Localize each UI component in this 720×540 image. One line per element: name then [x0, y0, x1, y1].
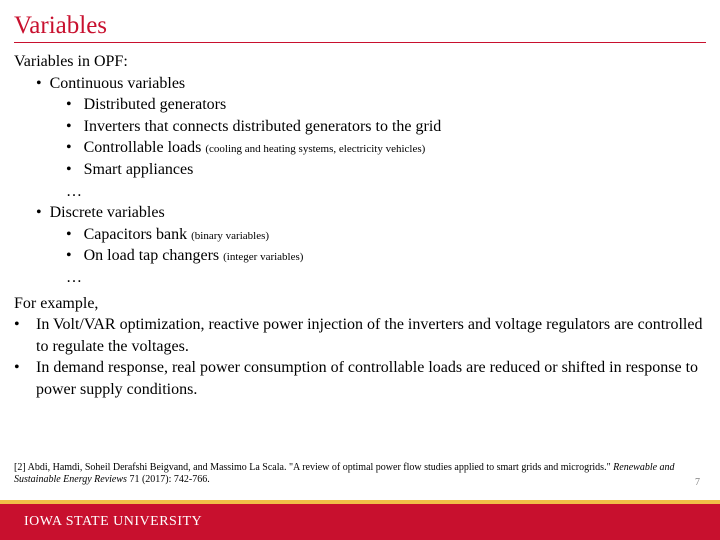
bullet-mark: •: [14, 357, 36, 400]
discrete-heading: Discrete variables: [14, 202, 706, 224]
example-item: • In demand response, real power consump…: [14, 357, 706, 400]
item-text: On load tap changers: [84, 247, 220, 264]
example-item: • In Volt/VAR optimization, reactive pow…: [14, 314, 706, 357]
example-text: In Volt/VAR optimization, reactive power…: [36, 314, 706, 357]
intro-line: Variables in OPF:: [14, 51, 706, 73]
item-text: Inverters that connects distributed gene…: [84, 118, 442, 135]
slide-title: Variables: [14, 12, 706, 40]
page-number: 7: [695, 477, 700, 488]
citation-suffix: 71 (2017): 742-766.: [127, 474, 210, 485]
discrete-item: On load tap changers (integer variables): [14, 245, 706, 267]
item-note: (binary variables): [191, 230, 269, 242]
example-lead: For example,: [14, 293, 706, 315]
slide-container: Variables Variables in OPF: Continuous v…: [0, 0, 720, 540]
item-text: Capacitors bank: [84, 226, 188, 243]
example-text: In demand response, real power consumpti…: [36, 357, 706, 400]
continuous-item: Distributed generators: [14, 94, 706, 116]
citation-prefix: [2] Abdi, Hamdi, Soheil Derafshi Beigvan…: [14, 462, 613, 473]
continuous-item: Smart appliances: [14, 159, 706, 181]
content-area: Variables in OPF: Continuous variables D…: [14, 51, 706, 401]
continuous-item: Controllable loads (cooling and heating …: [14, 137, 706, 159]
item-text: Distributed generators: [84, 96, 227, 113]
bullet-mark: •: [14, 314, 36, 357]
item-text: Controllable loads: [84, 139, 202, 156]
citation: [2] Abdi, Hamdi, Soheil Derafshi Beigvan…: [14, 462, 706, 486]
item-note: (integer variables): [223, 251, 303, 263]
item-text: Smart appliances: [84, 161, 194, 178]
ellipsis: …: [14, 267, 706, 289]
footer: IOWA STATE UNIVERSITY: [0, 500, 720, 540]
title-underline: [14, 42, 706, 43]
continuous-heading: Continuous variables: [14, 73, 706, 95]
footer-red-bar: IOWA STATE UNIVERSITY: [0, 504, 720, 540]
continuous-item: Inverters that connects distributed gene…: [14, 116, 706, 138]
university-logo: IOWA STATE UNIVERSITY: [24, 514, 202, 530]
ellipsis: …: [14, 181, 706, 203]
example-block: For example, • In Volt/VAR optimization,…: [14, 293, 706, 401]
discrete-item: Capacitors bank (binary variables): [14, 224, 706, 246]
item-note: (cooling and heating systems, electricit…: [205, 143, 425, 155]
